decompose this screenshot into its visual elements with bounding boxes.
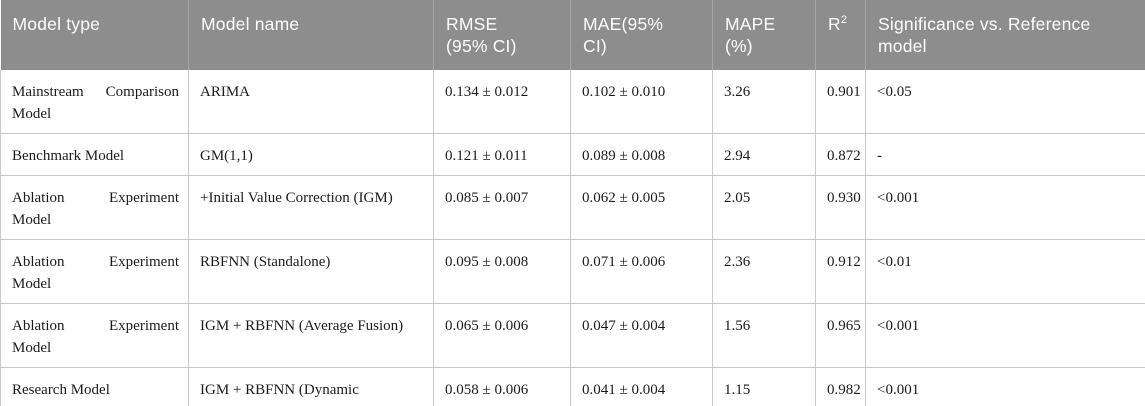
table-row: Ablation Experiment Model RBFNN (Standal… [0, 239, 1145, 304]
header-cell-mape: MAPE (%) [712, 0, 816, 70]
table-row: Ablation Experiment Model +Initial Value… [0, 175, 1145, 240]
table-row: Ablation Experiment Model IGM + RBFNN (A… [0, 303, 1145, 368]
header-label: Significance vs. Reference model [878, 14, 1091, 56]
cell-significance: - [865, 133, 1145, 176]
cell-r-squared: 0.982 [815, 367, 866, 406]
cell-mape: 1.15 [712, 367, 816, 406]
cell-mae: 0.102 ± 0.010 [570, 70, 713, 134]
cell-mae: 0.062 ± 0.005 [570, 175, 713, 240]
cell-significance: <0.001 [865, 175, 1145, 240]
header-label: Model name [201, 14, 300, 34]
table-row: Research Model IGM + RBFNN (Dynamic Weig… [0, 367, 1145, 406]
cell-model-type: Benchmark Model [0, 133, 189, 176]
cell-r-squared: 0.912 [815, 239, 866, 304]
cell-model-type: Ablation Experiment Model [0, 239, 189, 304]
header-cell-rmse: RMSE (95% CI) [433, 0, 571, 70]
cell-mape: 2.94 [712, 133, 816, 176]
header-cell-r-squared: R2 [815, 0, 866, 70]
cell-model-name: +Initial Value Correction (IGM) [188, 175, 434, 240]
cell-r-squared: 0.930 [815, 175, 866, 240]
table-row: Benchmark Model GM(1,1) 0.121 ± 0.011 0.… [0, 133, 1145, 176]
table-header: Model type Model name RMSE (95% CI) MAE(… [0, 0, 1145, 70]
cell-mape: 2.36 [712, 239, 816, 304]
cell-model-name: ARIMA [188, 70, 434, 134]
cell-rmse: 0.058 ± 0.006 [433, 367, 571, 406]
header-cell-model-type: Model type [0, 0, 189, 70]
cell-r-squared: 0.901 [815, 70, 866, 134]
cell-model-type: Mainstream Comparison Model [0, 70, 189, 134]
cell-mape: 1.56 [712, 303, 816, 368]
header-cell-mae: MAE(95% CI) [570, 0, 713, 70]
cell-model-type: Ablation Experiment Model [0, 303, 189, 368]
header-label: MAPE (%) [725, 14, 776, 56]
cell-r-squared: 0.965 [815, 303, 866, 368]
cell-mae: 0.071 ± 0.006 [570, 239, 713, 304]
cell-rmse: 0.121 ± 0.011 [433, 133, 571, 176]
cell-model-name: IGM + RBFNN (Average Fusion) [188, 303, 434, 368]
cell-significance: <0.001 [865, 367, 1145, 406]
cell-model-type: Research Model [0, 367, 189, 406]
cell-model-name: IGM + RBFNN (Dynamic Weighting, Ours) [188, 367, 434, 406]
cell-r-squared: 0.872 [815, 133, 866, 176]
cell-mape: 2.05 [712, 175, 816, 240]
superscript-2: 2 [840, 14, 848, 27]
cell-rmse: 0.085 ± 0.007 [433, 175, 571, 240]
header-label: R2 [828, 14, 848, 34]
header-label: RMSE (95% CI) [446, 14, 517, 56]
header-cell-model-name: Model name [188, 0, 434, 70]
cell-significance: <0.01 [865, 239, 1145, 304]
table-body: Mainstream Comparison Model ARIMA 0.134 … [0, 70, 1145, 406]
cell-rmse: 0.095 ± 0.008 [433, 239, 571, 304]
cell-significance: <0.001 [865, 303, 1145, 368]
cell-rmse: 0.065 ± 0.006 [433, 303, 571, 368]
header-label: MAE(95% CI) [583, 14, 664, 56]
cell-rmse: 0.134 ± 0.012 [433, 70, 571, 134]
cell-significance: <0.05 [865, 70, 1145, 134]
cell-model-type: Ablation Experiment Model [0, 175, 189, 240]
cell-model-name: GM(1,1) [188, 133, 434, 176]
cell-mae: 0.047 ± 0.004 [570, 303, 713, 368]
cell-mape: 3.26 [712, 70, 816, 134]
cell-mae: 0.089 ± 0.008 [570, 133, 713, 176]
header-cell-significance: Significance vs. Reference model [865, 0, 1145, 70]
cell-model-name: RBFNN (Standalone) [188, 239, 434, 304]
header-row: Model type Model name RMSE (95% CI) MAE(… [0, 0, 1145, 70]
cell-mae: 0.041 ± 0.004 [570, 367, 713, 406]
table-row: Mainstream Comparison Model ARIMA 0.134 … [0, 70, 1145, 134]
header-label: Model type [12, 14, 101, 34]
